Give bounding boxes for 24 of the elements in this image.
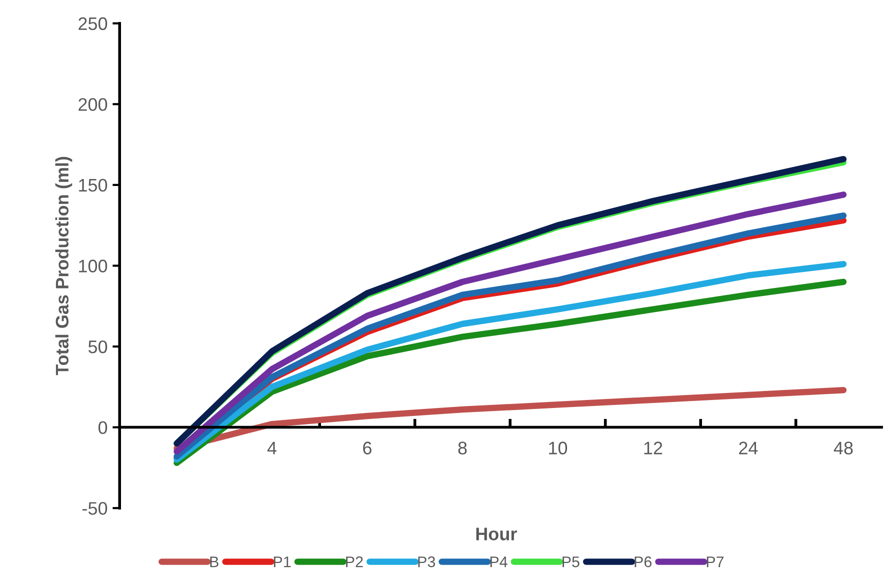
x-tick-label: 4: [267, 442, 276, 454]
legend-label: P1: [274, 556, 291, 568]
y-tick-label: 50: [88, 340, 108, 354]
y-tick-label: 200: [78, 98, 108, 111]
y-tick-label: 100: [79, 260, 108, 272]
y-tick-label: 0: [98, 421, 108, 434]
y-tick-label: 150: [79, 178, 108, 192]
legend-label: B: [210, 556, 218, 568]
legend-label: P7: [706, 556, 724, 568]
x-tick-label: 12: [644, 442, 662, 454]
y-tick-label: -50: [82, 502, 108, 515]
legend-label: P3: [418, 556, 436, 568]
legend-label: P4: [490, 556, 508, 568]
legend-label: P2: [346, 556, 363, 568]
x-tick-label: 10: [549, 442, 568, 454]
y-axis-title: Total Gas Production (ml): [55, 156, 72, 376]
x-tick-label: 24: [739, 442, 758, 454]
x-tick-label: 6: [363, 442, 372, 454]
legend-label: P5: [562, 556, 580, 568]
x-tick-label: 8: [458, 442, 467, 454]
x-tick-label: 48: [834, 442, 853, 454]
x-axis-title: Hour: [476, 528, 517, 540]
y-tick-label: 250: [78, 17, 108, 30]
legend-label: P6: [634, 556, 652, 568]
